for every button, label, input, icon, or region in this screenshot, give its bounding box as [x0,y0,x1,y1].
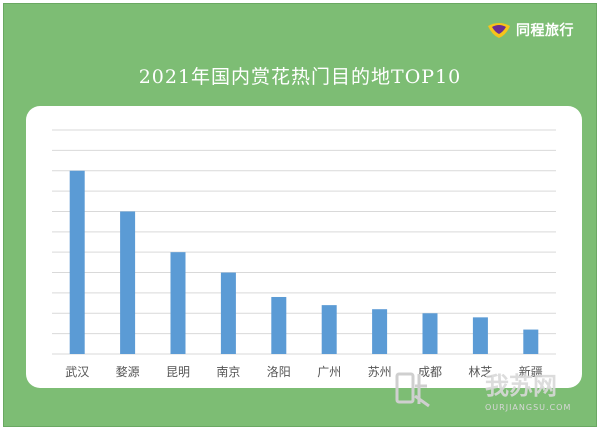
brand-name: 同程旅行 [516,23,574,39]
bar-4 [220,272,236,354]
bar-6 [321,305,337,354]
x-tick-label: 洛阳 [267,364,291,379]
watermark-subtext: OURJIANGSU.COM [485,403,571,412]
ourjiangsu-logo-icon [395,372,430,408]
bar-1 [69,170,85,354]
x-tick-label: 新疆 [519,364,543,379]
x-tick-label: 林芝 [468,364,492,379]
x-tick-label: 武汉 [65,365,89,379]
tongcheng-logo-icon [488,23,510,38]
bar-5 [271,296,287,354]
x-tick-label: 婺源 [116,364,140,379]
watermark-text: 我苏网 [485,372,557,400]
bar-9 [472,317,488,354]
bar-chart: 武汉 婺源 昆明 南京 洛阳 广州 苏州 成都 林芝 新疆 [52,129,556,379]
ourjiangsu-watermark: 我苏网 OURJIANGSU.COM [395,372,571,412]
bar-2 [120,211,136,354]
bar-8 [422,313,438,354]
bar-10 [523,329,539,354]
chart-panel: 武汉 婺源 昆明 南京 洛阳 广州 苏州 成都 林芝 新疆 [26,106,582,388]
infographic-card: 同程旅行 2021年国内赏花热门目的地TOP10 武汉 婺源 昆明 南京 洛阳 广州 苏州 成… [3,3,597,427]
brand-logo: 同程旅行 [486,20,574,40]
x-tick-label: 广州 [317,365,341,379]
x-tick-label: 成都 [418,365,442,379]
bar-7 [372,309,388,354]
x-tick-label: 昆明 [166,365,190,379]
x-tick-label: 苏州 [368,365,392,379]
x-tick-label: 南京 [216,364,240,379]
bar-3 [170,252,186,354]
chart-title: 2021年国内赏花热门目的地TOP10 [138,66,462,88]
